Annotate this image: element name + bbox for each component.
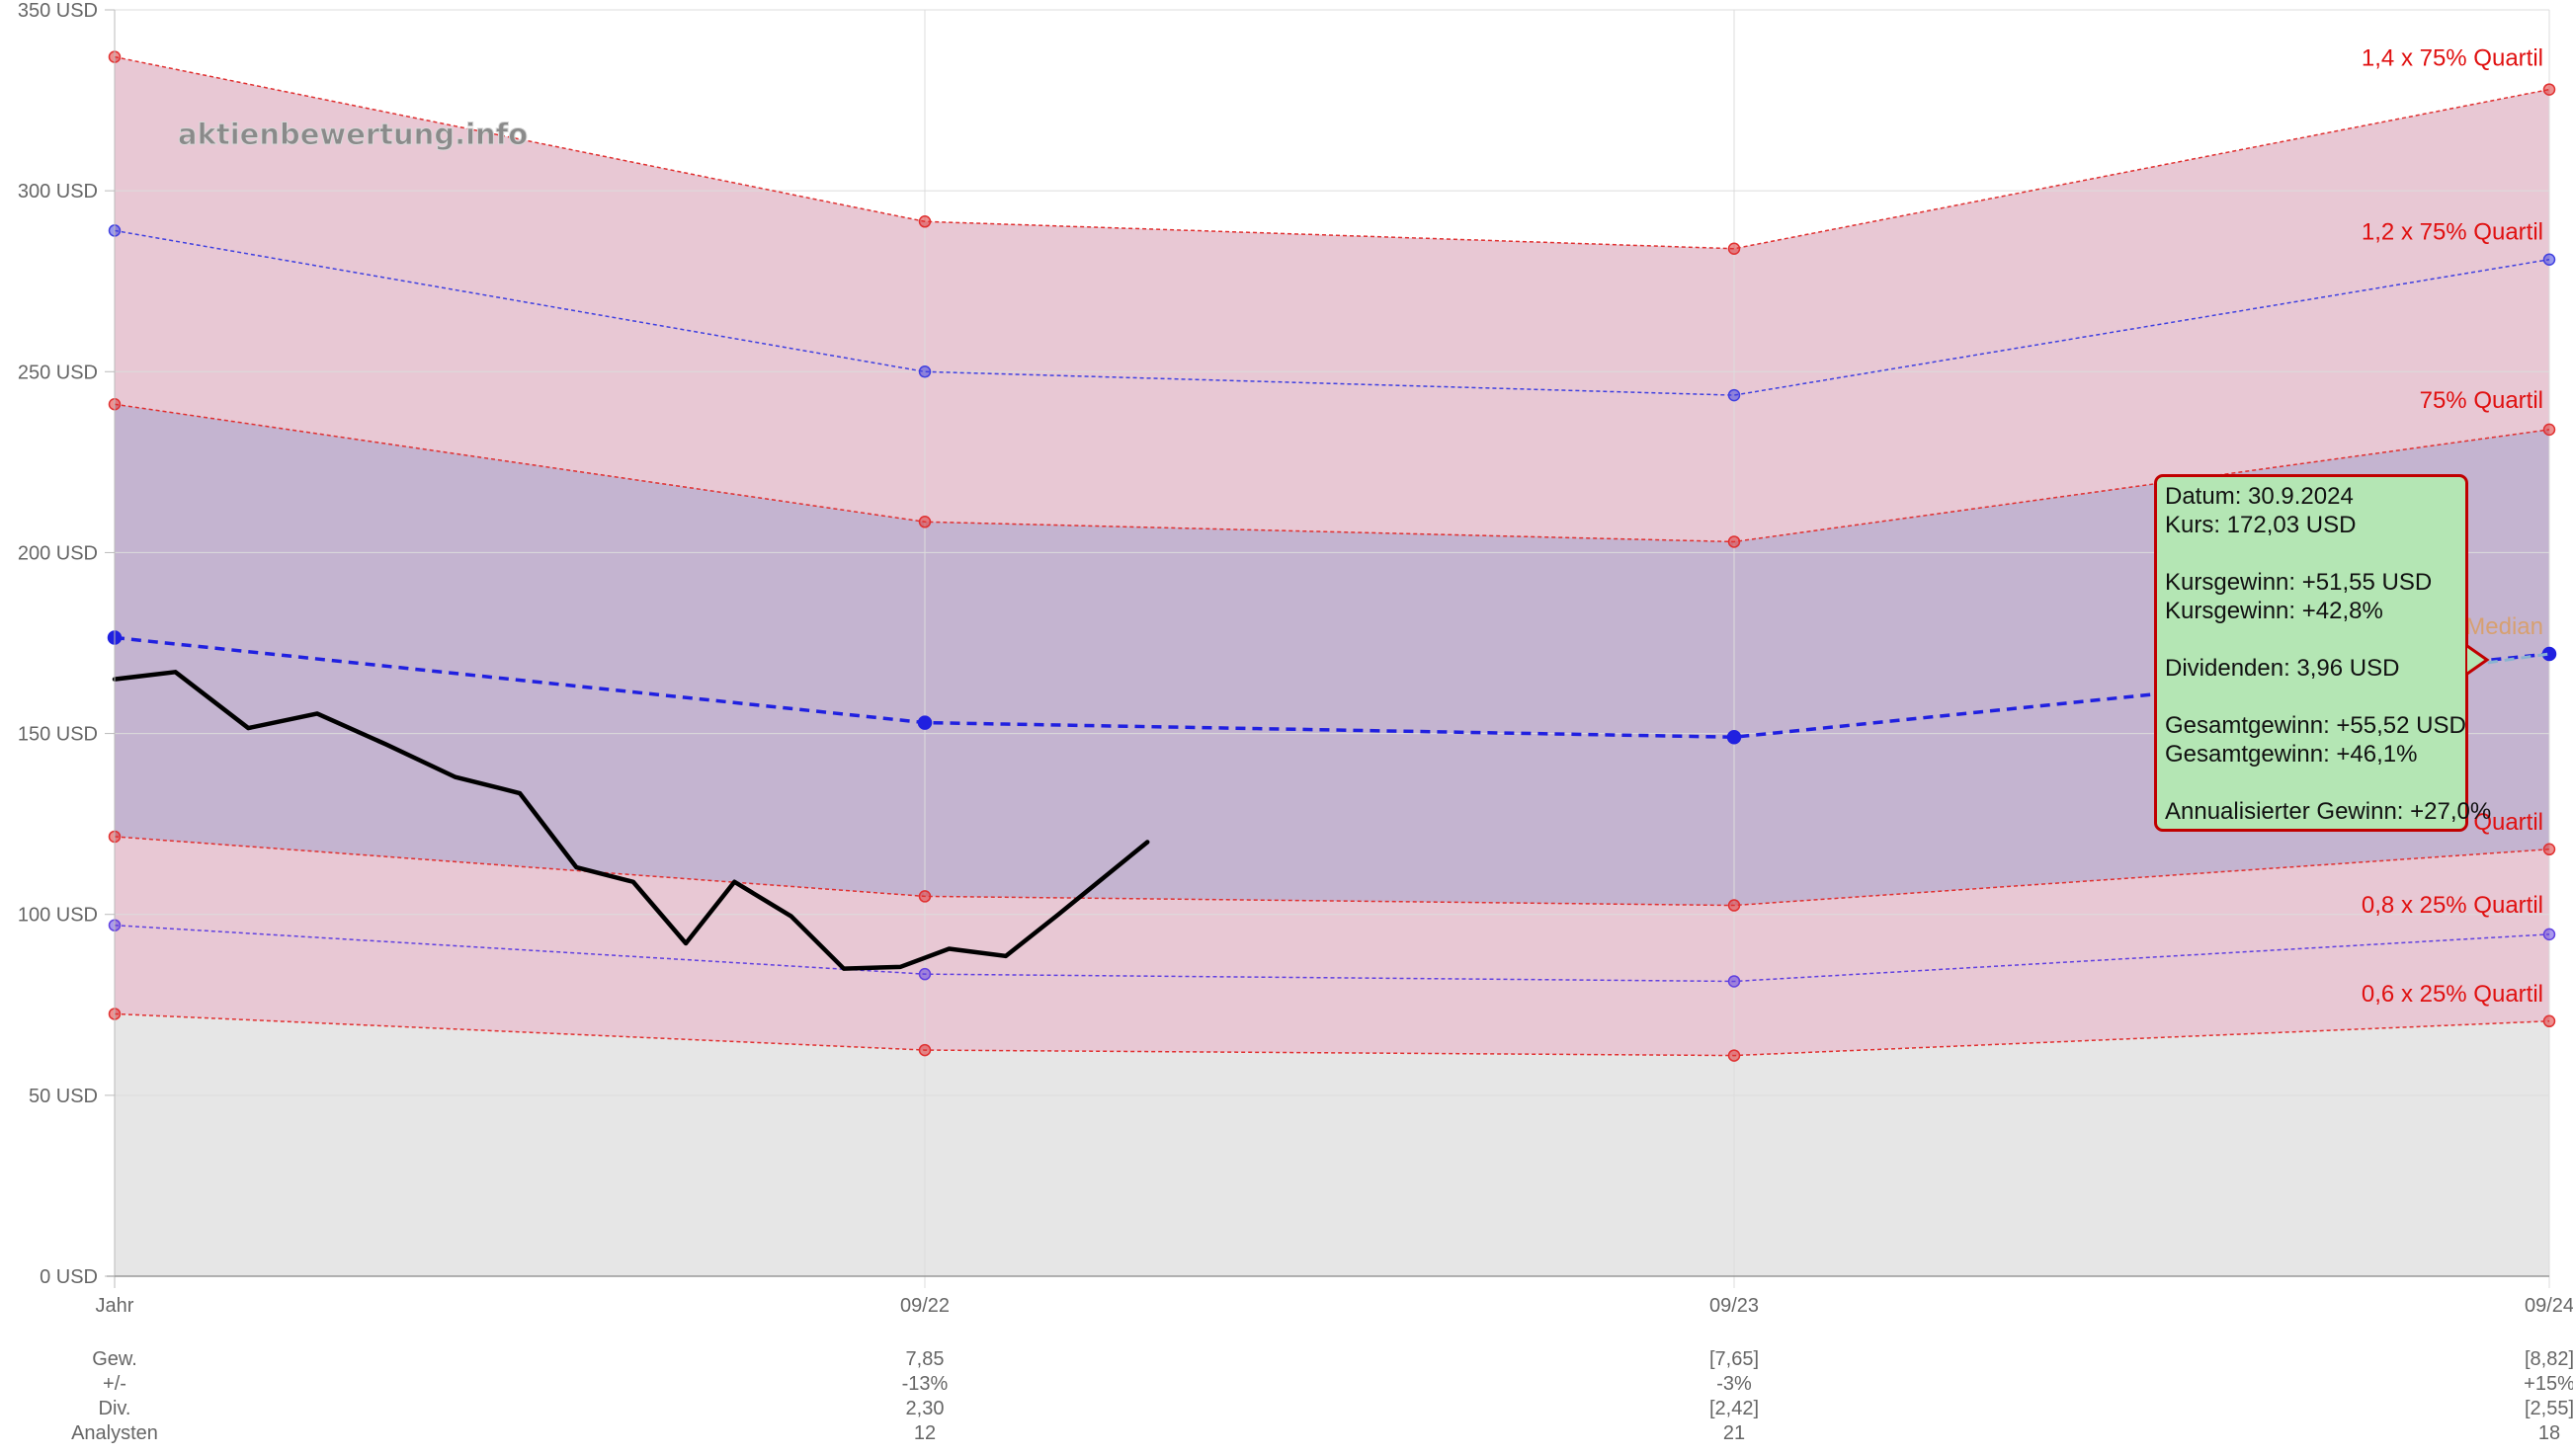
table-cell: 21: [1723, 1422, 1745, 1444]
band-marker: [2542, 423, 2556, 437]
band-label-6: 0,6 x 25% Quartil: [2362, 981, 2543, 1008]
band-marker: [917, 715, 933, 730]
table-cell: [8,82]: [2525, 1348, 2573, 1370]
band-marker: [918, 890, 932, 903]
tooltip-line-price-gain-pct: Kursgewinn: +42,8%: [2165, 598, 2383, 624]
band-marker: [1727, 388, 1741, 402]
table-cell: -13%: [902, 1373, 949, 1395]
band-marker: [1727, 535, 1741, 548]
table-row-label: Div.: [99, 1398, 131, 1419]
tooltip-line-price: Kurs: 172,03 USD: [2165, 512, 2357, 538]
tooltip-spacer: [2165, 625, 2457, 654]
band-label-5: 0,8 x 25% Quartil: [2362, 892, 2543, 919]
table-row-label: +/-: [103, 1373, 126, 1395]
inner-band-fill: [115, 404, 2549, 906]
table-cell: [2,55]: [2525, 1398, 2573, 1419]
x-tick-label: Jahr: [96, 1295, 134, 1317]
table-cell: [2,42]: [1709, 1398, 1759, 1419]
tooltip-spacer: [2165, 539, 2457, 568]
tooltip-spacer: [2165, 768, 2457, 797]
x-tick-label: 09/23: [1709, 1295, 1759, 1317]
table-cell: 18: [2538, 1422, 2560, 1444]
tooltip-line-annualized-gain: Annualisierter Gewinn: +27,0%: [2165, 798, 2492, 825]
tooltip-line-date: Datum: 30.9.2024: [2165, 483, 2354, 510]
y-tick-label: 250 USD: [18, 362, 98, 383]
band-marker: [1727, 1049, 1741, 1062]
band-label-0: 1,4 x 75% Quartil: [2362, 45, 2543, 72]
band-marker: [918, 516, 932, 528]
band-marker: [918, 365, 932, 378]
table-row-label: Gew.: [92, 1348, 137, 1370]
band-label-2: 75% Quartil: [2420, 387, 2543, 414]
y-tick-label: 200 USD: [18, 542, 98, 564]
band-line-0: [114, 55, 2550, 250]
y-tick-label: 150 USD: [18, 724, 98, 746]
table-cell: 12: [914, 1422, 936, 1444]
band-marker: [2542, 843, 2556, 856]
band-labels: 1,4 x 75% Quartil 1,2 x 75% Quartil 75% Qu…: [2362, 45, 2543, 1008]
tooltip-line-dividends: Dividenden: 3,96 USD: [2165, 655, 2400, 682]
y-tick-label: 50 USD: [29, 1086, 98, 1107]
band-line-6: [114, 1012, 2550, 1057]
y-tick-label: 350 USD: [18, 0, 98, 22]
band-marker: [2542, 928, 2556, 941]
tooltip-arrow: [2466, 644, 2490, 676]
band-line-2: [114, 403, 2550, 543]
band-marker: [1727, 975, 1741, 988]
band-marker: [2542, 1014, 2556, 1028]
lower-area-fill: [115, 1013, 2549, 1276]
table-cell: [7,65]: [1709, 1348, 1759, 1370]
band-line-4: [114, 836, 2550, 907]
tooltip-spacer: [2165, 683, 2457, 711]
table-cell: +15%: [2524, 1373, 2573, 1395]
band-lines: [107, 50, 2557, 1062]
y-tick-label: 300 USD: [18, 181, 98, 202]
tooltip-line-price-gain-abs: Kursgewinn: +51,55 USD: [2165, 569, 2433, 596]
band-line-5: [114, 924, 2550, 983]
x-tick-label: 09/24: [2525, 1295, 2573, 1317]
x-tick-label: 09/22: [900, 1295, 950, 1317]
band-marker: [2542, 253, 2556, 266]
y-tick-label: 100 USD: [18, 905, 98, 927]
tooltip-line-total-gain-pct: Gesamtgewinn: +46,1%: [2165, 741, 2418, 768]
table-cell: 2,30: [906, 1398, 945, 1419]
band-fills: [115, 56, 2549, 1276]
band-marker: [1727, 899, 1741, 912]
table-cell: -3%: [1716, 1373, 1752, 1395]
band-marker: [1726, 729, 1742, 745]
table-row-label: Analysten: [71, 1422, 158, 1444]
band-marker: [918, 1043, 932, 1057]
band-line-3: [114, 635, 2550, 739]
band-line-1: [114, 229, 2550, 396]
price-line: [112, 670, 1150, 971]
table-cell: 7,85: [906, 1348, 945, 1370]
tooltip-line-total-gain-abs: Gesamtgewinn: +55,52 USD: [2165, 712, 2466, 739]
band-marker: [2542, 83, 2556, 96]
band-marker: [918, 215, 932, 228]
band-label-1: 1,2 x 75% Quartil: [2362, 219, 2543, 246]
hover-tooltip: Datum: 30.9.2024 Kurs: 172,03 USD Kursge…: [2154, 474, 2492, 832]
axes: 0 USD 50 USD 100 USD 150 USD 200 USD 250 USD 3…: [18, 0, 2573, 1444]
band-marker: [918, 967, 932, 981]
watermark-logo: aktienbewertung.info: [178, 118, 528, 151]
band-label-3: Median: [2465, 613, 2543, 640]
y-tick-label: 0 USD: [40, 1266, 98, 1288]
band-marker: [1727, 242, 1741, 255]
